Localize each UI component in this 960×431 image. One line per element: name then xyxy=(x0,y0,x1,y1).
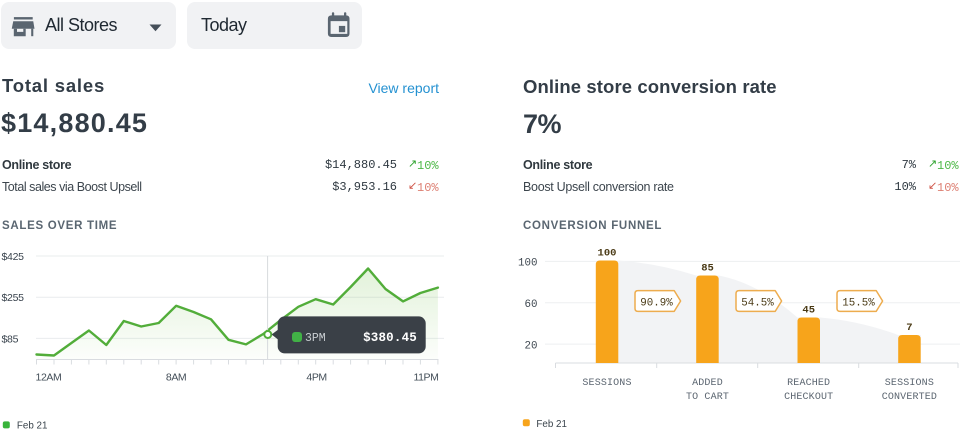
svg-text:3PM: 3PM xyxy=(305,332,326,345)
svg-text:54.5%: 54.5% xyxy=(741,298,774,310)
svg-text:ADDED: ADDED xyxy=(692,378,723,389)
svg-text:REACHED: REACHED xyxy=(787,378,830,389)
svg-text:85: 85 xyxy=(701,263,714,275)
svg-text:90.9%: 90.9% xyxy=(640,298,673,310)
svg-text:100: 100 xyxy=(518,258,537,270)
svg-text:8AM: 8AM xyxy=(166,372,186,384)
svg-text:$425: $425 xyxy=(2,251,25,263)
svg-text:Feb 21: Feb 21 xyxy=(17,421,48,431)
svg-text:60: 60 xyxy=(525,299,538,311)
svg-text:CHECKOUT: CHECKOUT xyxy=(784,392,833,403)
svg-text:45: 45 xyxy=(802,305,815,317)
svg-text:7: 7 xyxy=(906,322,912,334)
svg-text:SESSIONS: SESSIONS xyxy=(582,378,631,389)
svg-text:4PM: 4PM xyxy=(306,372,326,384)
svg-text:$255: $255 xyxy=(2,292,25,304)
svg-text:$85: $85 xyxy=(2,333,19,345)
svg-text:TO CART: TO CART xyxy=(686,392,729,403)
svg-text:15.5%: 15.5% xyxy=(842,298,875,310)
svg-text:20: 20 xyxy=(525,340,538,352)
svg-text:100: 100 xyxy=(598,248,617,260)
svg-text:Feb 21: Feb 21 xyxy=(536,419,567,430)
svg-text:SESSIONS: SESSIONS xyxy=(885,378,934,389)
svg-text:$380.45: $380.45 xyxy=(363,331,417,345)
svg-text:11PM: 11PM xyxy=(413,372,438,384)
svg-text:CONVERTED: CONVERTED xyxy=(882,392,937,403)
svg-text:12AM: 12AM xyxy=(36,372,62,384)
